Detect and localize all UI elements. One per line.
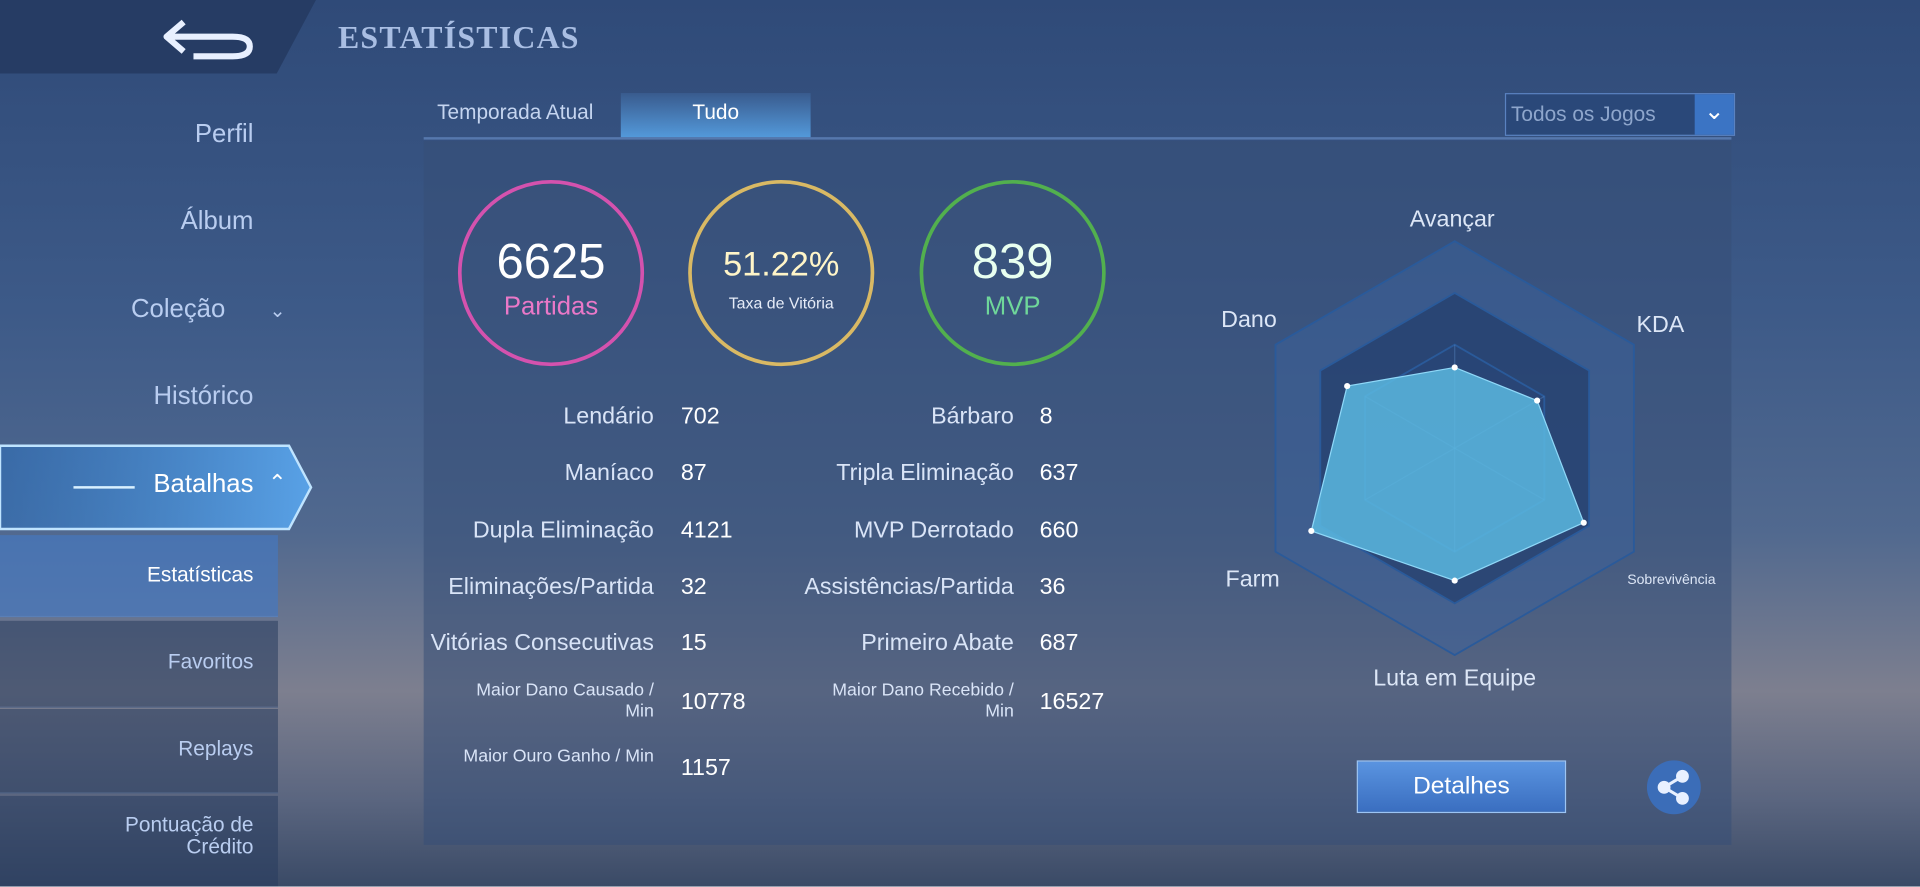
radar-point [1451, 577, 1458, 584]
subnav-selected: Estatísticas [0, 535, 278, 618]
radar-axis-label: Dano [1221, 306, 1277, 332]
chevron: ⌄ [269, 301, 286, 323]
chevron: ⌃ [268, 470, 287, 495]
stat-value: 4121 [680, 517, 733, 544]
nav-item[interactable]: Álbum [180, 206, 254, 236]
tab-selected[interactable]: Tudo [620, 93, 811, 138]
radar-point [1344, 383, 1351, 390]
stat-value: 687 [1039, 630, 1079, 657]
nav-item[interactable]: Histórico [153, 382, 254, 411]
stat-label: Bárbaro [931, 404, 1014, 430]
radar-axis-label: Sobrevivência [1627, 571, 1716, 587]
stat-label: Maior Dano Recebido / Min [832, 680, 1014, 722]
stat-value: 32 [680, 574, 707, 601]
stat-label: Lendário [563, 404, 654, 430]
summary-circle: 51.22% Taxa de Vitória [688, 180, 875, 367]
subnav-item[interactable]: Pontuação de Crédito [124, 813, 254, 859]
nav-item[interactable]: Perfil [194, 120, 254, 149]
stat-value: 660 [1039, 517, 1079, 544]
stat-label: Primeiro Abate [861, 630, 1014, 657]
stat-value: 87 [680, 460, 707, 487]
filter-dropdown[interactable]: Todos os Jogos ⌄ [1504, 93, 1736, 136]
stat-label: Tripla Eliminação [836, 460, 1014, 487]
stat-label: Maior Dano Causado / Min [476, 680, 654, 722]
stat-value: 16527 [1039, 689, 1105, 716]
stat-value: 702 [680, 404, 720, 430]
stat-label: Eliminações/Partida [448, 574, 654, 601]
summary-label: MVP [984, 292, 1041, 321]
radar-axis-label: Avançar [1410, 206, 1495, 232]
summary-circle: 839 MVP [919, 180, 1106, 367]
radar-point [1534, 397, 1541, 404]
summary-label: Taxa de Vitória [728, 293, 834, 313]
subnav-item[interactable]: Favoritos [167, 650, 254, 674]
radar-chart: Avançar KDA Sobrevivência Luta em Equipe Far… [1221, 206, 1716, 691]
stat-value: 15 [680, 630, 707, 657]
nav-item[interactable]: Coleção [130, 295, 226, 324]
tab[interactable]: Temporada Atual [437, 100, 594, 124]
back-button[interactable] [163, 19, 253, 60]
stat-label: Dupla Eliminação [472, 517, 654, 544]
summary-value: 51.22% [723, 244, 840, 283]
radar-axis-label: Farm [1226, 566, 1280, 592]
subnav-box: Replays [0, 708, 278, 794]
nav-item[interactable]: Batalhas [153, 470, 254, 499]
tab-line [423, 137, 1732, 140]
stat-label: MVP Derrotado [853, 517, 1014, 544]
stat-label: Vitórias Consecutivas [430, 630, 654, 657]
stat-value: 8 [1039, 404, 1053, 430]
radar-axis-label: Luta em Equipe [1373, 665, 1536, 691]
filter-text: Todos os Jogos [1511, 102, 1656, 127]
stat-value: 637 [1039, 460, 1079, 487]
subnav-box: Favoritos [0, 620, 278, 708]
stat-label: Maior Ouro Ganho / Min [463, 746, 654, 767]
summary-value: 6625 [496, 235, 606, 289]
stat-label: Maníaco [564, 460, 654, 487]
subnav-item[interactable]: Replays [178, 737, 254, 761]
stat-value: 36 [1039, 574, 1066, 601]
page-title: ESTATÍSTICAS [337, 19, 580, 56]
subnav-box: Pontuação de Crédito [0, 795, 278, 887]
subnav-item[interactable]: Estatísticas [147, 563, 254, 587]
stat-value: 10778 [680, 689, 746, 716]
stat-label: Assistências/Partida [804, 574, 1014, 601]
share-button[interactable] [1646, 759, 1702, 815]
nav-selected-bg [0, 444, 313, 531]
summary-value: 839 [971, 235, 1054, 289]
radar-point [1580, 519, 1587, 526]
stat-value: 1157 [680, 755, 731, 782]
back-bar [0, 0, 316, 74]
dropdown-arrow: ⌄ [1694, 94, 1734, 135]
radar-axis-label: KDA [1637, 311, 1685, 337]
details-button[interactable]: Detalhes [1356, 760, 1567, 814]
radar-point [1451, 364, 1458, 371]
summary-label: Partidas [503, 292, 599, 321]
radar-point [1308, 527, 1315, 535]
summary-circle: 6625 Partidas [457, 180, 645, 367]
